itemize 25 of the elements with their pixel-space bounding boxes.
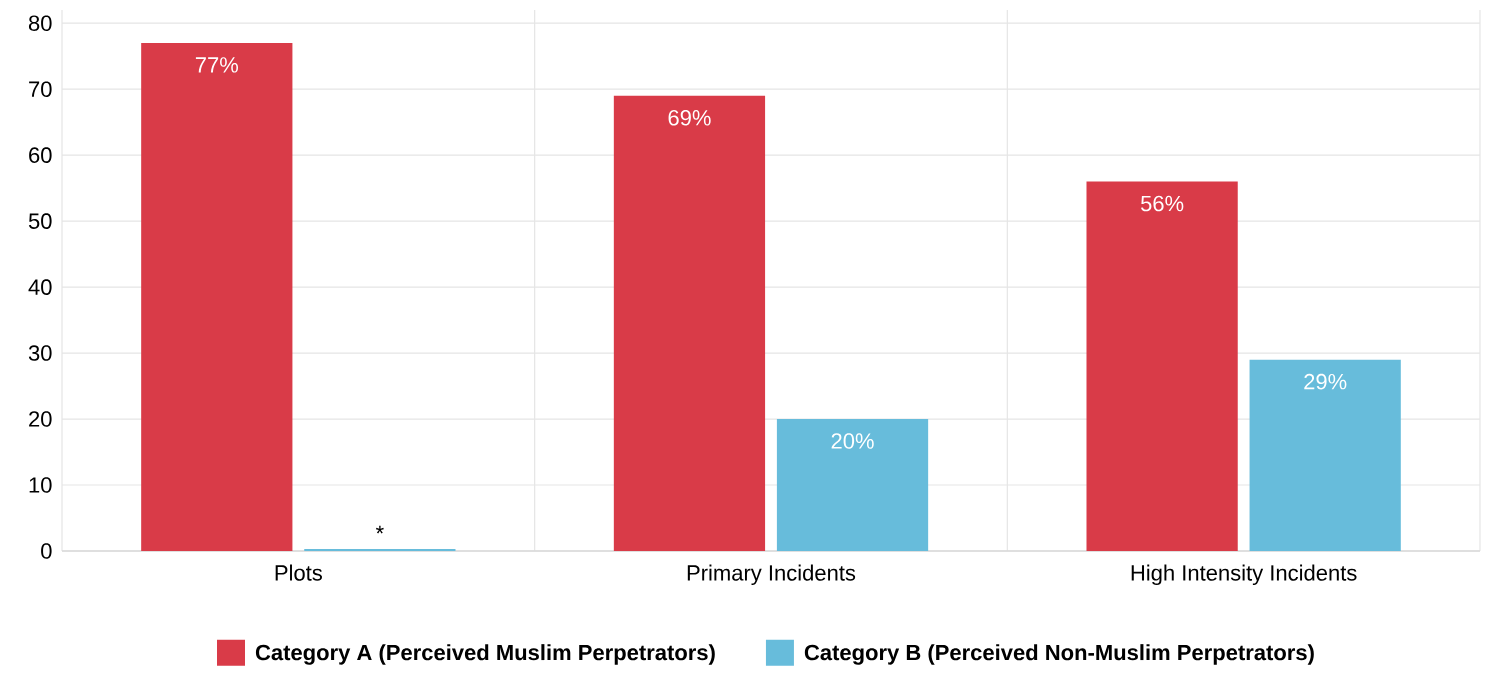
legend-label: Category A (Perceived Muslim Perpetrators) [255, 644, 715, 665]
data-label: 69% [668, 109, 711, 126]
y-tick-label: 50 [28, 213, 52, 229]
data-label: 77% [195, 57, 239, 73]
data-label: 20% [831, 433, 874, 449]
bar [613, 95, 766, 551]
legend-label: Category B (Perceived Non-Muslim Perpetrators) [804, 644, 1314, 665]
data-label: 29% [1304, 373, 1347, 390]
y-tick-label: 0 [41, 543, 52, 559]
y-tick-label: 40 [28, 279, 52, 295]
y-tick-label: 10 [29, 477, 52, 493]
y-tick-label: 20 [29, 411, 52, 427]
x-tick-label: High Intensity Incidents [1131, 564, 1357, 586]
x-tick-label: Plots [275, 564, 322, 581]
y-tick-label: 80 [28, 15, 52, 31]
bar [776, 419, 929, 551]
bar [1086, 181, 1238, 551]
y-tick-label: 30 [28, 345, 52, 361]
x-tick-label: Primary Incidents [687, 564, 856, 586]
bar [141, 42, 293, 551]
bar [1249, 359, 1401, 551]
data-label: 56% [1140, 195, 1184, 212]
y-tick-label: 70 [29, 81, 52, 97]
data-label: * [375, 525, 384, 534]
y-tick-label: 60 [29, 147, 52, 163]
